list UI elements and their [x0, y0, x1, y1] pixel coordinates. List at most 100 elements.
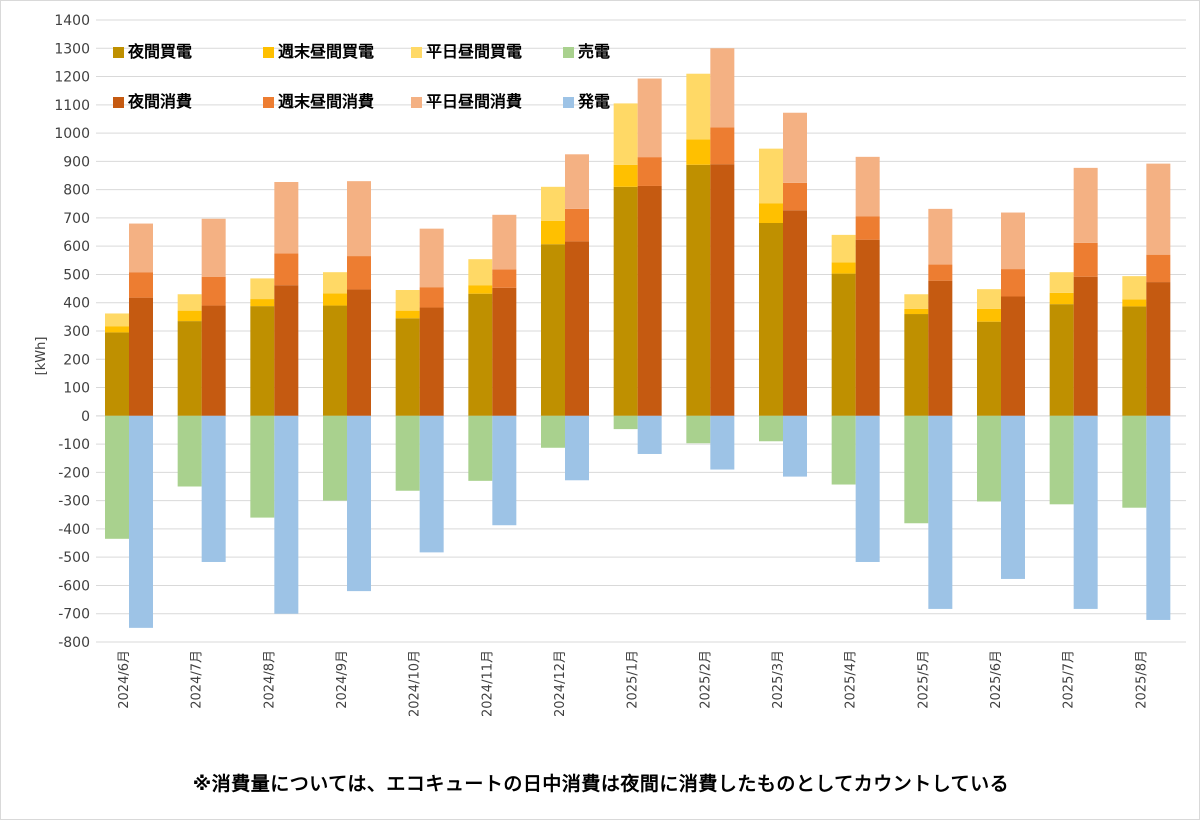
bar-平日昼間買電 — [177, 294, 202, 311]
bar-夜間消費 — [1146, 282, 1171, 416]
y-tick-label: 400 — [63, 296, 90, 312]
bar-売電 — [1049, 415, 1074, 505]
bar-夜間買電 — [904, 314, 929, 416]
legend-swatch — [263, 97, 274, 108]
bar-週末昼間買電 — [395, 310, 420, 319]
bar-週末昼間消費 — [928, 264, 953, 281]
bar-売電 — [177, 415, 202, 487]
bar-夜間消費 — [783, 210, 807, 416]
x-tick-label: 2024/6月 — [117, 650, 132, 709]
x-tick-label: 2025/4月 — [844, 650, 859, 709]
bar-売電 — [1122, 415, 1147, 508]
bar-週末昼間消費 — [274, 253, 299, 286]
y-tick-label: 1200 — [54, 70, 90, 86]
bar-発電 — [783, 415, 807, 477]
bar-発電 — [1073, 415, 1098, 609]
bar-売電 — [468, 415, 493, 481]
x-tick-label: 2025/5月 — [916, 650, 931, 709]
bar-売電 — [323, 415, 347, 501]
bars — [105, 48, 1171, 628]
legend-swatch — [263, 47, 274, 58]
bar-平日昼間買電 — [105, 313, 129, 327]
bar-夜間買電 — [541, 244, 565, 416]
bar-売電 — [613, 415, 638, 430]
x-tick-label: 2025/3月 — [771, 650, 786, 709]
y-tick-label: 100 — [63, 381, 90, 397]
x-tick-label: 2024/8月 — [262, 650, 277, 709]
bar-平日昼間買電 — [323, 272, 347, 294]
bar-週末昼間買電 — [250, 299, 275, 307]
bar-売電 — [831, 415, 856, 485]
bar-平日昼間消費 — [1073, 167, 1098, 243]
bar-発電 — [492, 415, 517, 526]
y-tick-label: 0 — [81, 409, 90, 425]
bar-夜間買電 — [831, 273, 856, 416]
bar-平日昼間消費 — [1001, 212, 1025, 270]
bar-平日昼間消費 — [492, 214, 517, 270]
y-tick-label: 600 — [63, 239, 90, 255]
legend-swatch — [411, 97, 422, 108]
bar-平日昼間買電 — [977, 289, 1001, 309]
bar-平日昼間買電 — [613, 103, 638, 165]
x-tick-label: 2025/2月 — [698, 650, 713, 709]
bar-平日昼間消費 — [928, 208, 953, 265]
legend-label: 平日昼間買電 — [426, 42, 522, 61]
bar-平日昼間買電 — [1122, 276, 1147, 300]
bar-平日昼間買電 — [1049, 272, 1074, 293]
bar-夜間買電 — [1122, 306, 1147, 416]
bar-週末昼間消費 — [201, 276, 226, 306]
bar-週末昼間消費 — [710, 127, 735, 165]
bar-発電 — [710, 415, 735, 470]
bar-平日昼間買電 — [831, 234, 856, 263]
y-tick-label: 1400 — [54, 13, 90, 29]
bar-発電 — [1001, 415, 1025, 579]
legend-label: 週末昼間買電 — [278, 42, 374, 61]
bar-夜間買電 — [468, 293, 493, 416]
bar-夜間買電 — [759, 222, 783, 416]
legend-swatch — [411, 47, 422, 58]
bar-夜間買電 — [686, 164, 711, 416]
bar-週末昼間買電 — [904, 308, 929, 315]
legend-label: 夜間買電 — [127, 42, 192, 61]
bar-売電 — [395, 415, 420, 491]
bar-売電 — [686, 415, 711, 444]
bar-週末昼間買電 — [541, 220, 565, 245]
y-tick-label: 700 — [63, 211, 90, 227]
x-tick-label: 2025/7月 — [1062, 650, 1077, 709]
bar-週末昼間消費 — [492, 269, 517, 288]
x-tick-label: 2025/6月 — [989, 650, 1004, 709]
bar-平日昼間消費 — [783, 112, 807, 183]
y-tick-label: 500 — [63, 267, 90, 283]
bar-週末昼間買電 — [686, 139, 711, 165]
y-tick-label: -500 — [58, 550, 90, 566]
y-tick-label: -100 — [58, 437, 90, 453]
bar-売電 — [904, 415, 929, 524]
bar-週末昼間買電 — [1049, 292, 1074, 305]
bar-週末昼間買電 — [759, 203, 783, 223]
x-tick-label: 2025/1月 — [626, 650, 641, 709]
y-tick-label: -700 — [58, 607, 90, 623]
x-tick-label: 2024/10月 — [408, 650, 423, 717]
bar-夜間消費 — [928, 280, 953, 416]
bar-発電 — [419, 415, 444, 553]
bar-週末昼間消費 — [637, 157, 662, 186]
y-axis-label: [kWh] — [34, 337, 49, 376]
bar-平日昼間消費 — [710, 48, 735, 128]
bar-週末昼間消費 — [1001, 269, 1025, 297]
bar-売電 — [977, 415, 1001, 502]
bar-平日昼間買電 — [541, 186, 565, 221]
bar-平日昼間消費 — [1146, 163, 1171, 255]
bar-夜間買電 — [250, 306, 275, 416]
legend-label: 平日昼間消費 — [426, 92, 522, 111]
bar-平日昼間消費 — [419, 228, 444, 288]
bar-平日昼間消費 — [347, 181, 371, 257]
bar-週末昼間消費 — [347, 256, 371, 290]
bar-週末昼間消費 — [129, 272, 153, 298]
y-tick-labels: -800 -700 -600 -500 -400 -300 -200 -100 0 100 200 3… — [54, 13, 90, 651]
bar-週末昼間買電 — [177, 310, 202, 322]
bar-発電 — [855, 415, 880, 562]
bar-週末昼間買電 — [977, 308, 1001, 322]
y-tick-label: 300 — [63, 324, 90, 340]
